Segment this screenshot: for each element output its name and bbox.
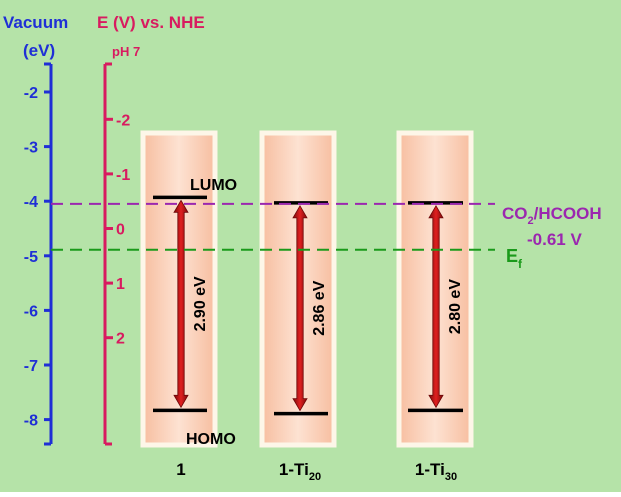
band-gap-arrow (173, 199, 189, 409)
vacuum-tick-label: -6 (24, 303, 38, 320)
lumo-label: LUMO (190, 177, 237, 194)
nhe-tick-label: -1 (116, 167, 130, 184)
sample-column-3: 2.80 eV 1-Ti30 (396, 130, 474, 483)
vacuum-axis-ticks: -2 -3 -4 -5 -6 -7 -8 (24, 85, 51, 430)
nhe-tick-label: 0 (116, 222, 125, 239)
sample-name: 1-Ti20 (279, 460, 321, 483)
band-gap-arrow (428, 205, 444, 409)
homo-label: HOMO (186, 431, 236, 448)
vacuum-axis-title: Vacuum (3, 13, 68, 32)
vacuum-tick-label: -8 (24, 413, 38, 430)
band-gap-label: 2.86 eV (311, 280, 328, 335)
nhe-axis-ticks: -2 -1 0 1 2 (105, 112, 130, 348)
sample-name: 1 (176, 460, 185, 479)
vacuum-tick-label: -4 (24, 194, 38, 211)
nhe-tick-label: 2 (116, 331, 125, 348)
nhe-tick-label: -2 (116, 112, 130, 129)
sample-name: 1-Ti30 (415, 460, 457, 483)
nhe-tick-label: 1 (116, 276, 125, 293)
co2-hcooh-potential: -0.61 V (527, 230, 582, 249)
vacuum-tick-label: -2 (24, 85, 38, 102)
vacuum-axis-unit: (eV) (23, 41, 55, 60)
vacuum-tick-label: -5 (24, 249, 38, 266)
sample-column-1: 2.90 eV 1 (140, 130, 218, 479)
nhe-axis-subtitle: pH 7 (112, 44, 140, 59)
band-gap-label: 2.90 eV (192, 276, 209, 331)
nhe-axis-title: E (V) vs. NHE (97, 13, 205, 32)
band-gap-arrow (292, 205, 308, 412)
sample-columns: 2.90 eV 1 2.86 eV 1-Ti20 2.80 eV 1-Ti30 (140, 130, 474, 483)
sample-column-2: 2.86 eV 1-Ti20 (259, 130, 337, 483)
co2-hcooh-label: CO2/HCOOH (502, 204, 602, 227)
fermi-level-label: Ef (506, 246, 523, 271)
vacuum-tick-label: -7 (24, 358, 38, 375)
vacuum-tick-label: -3 (24, 140, 38, 157)
band-gap-label: 2.80 eV (447, 279, 464, 334)
